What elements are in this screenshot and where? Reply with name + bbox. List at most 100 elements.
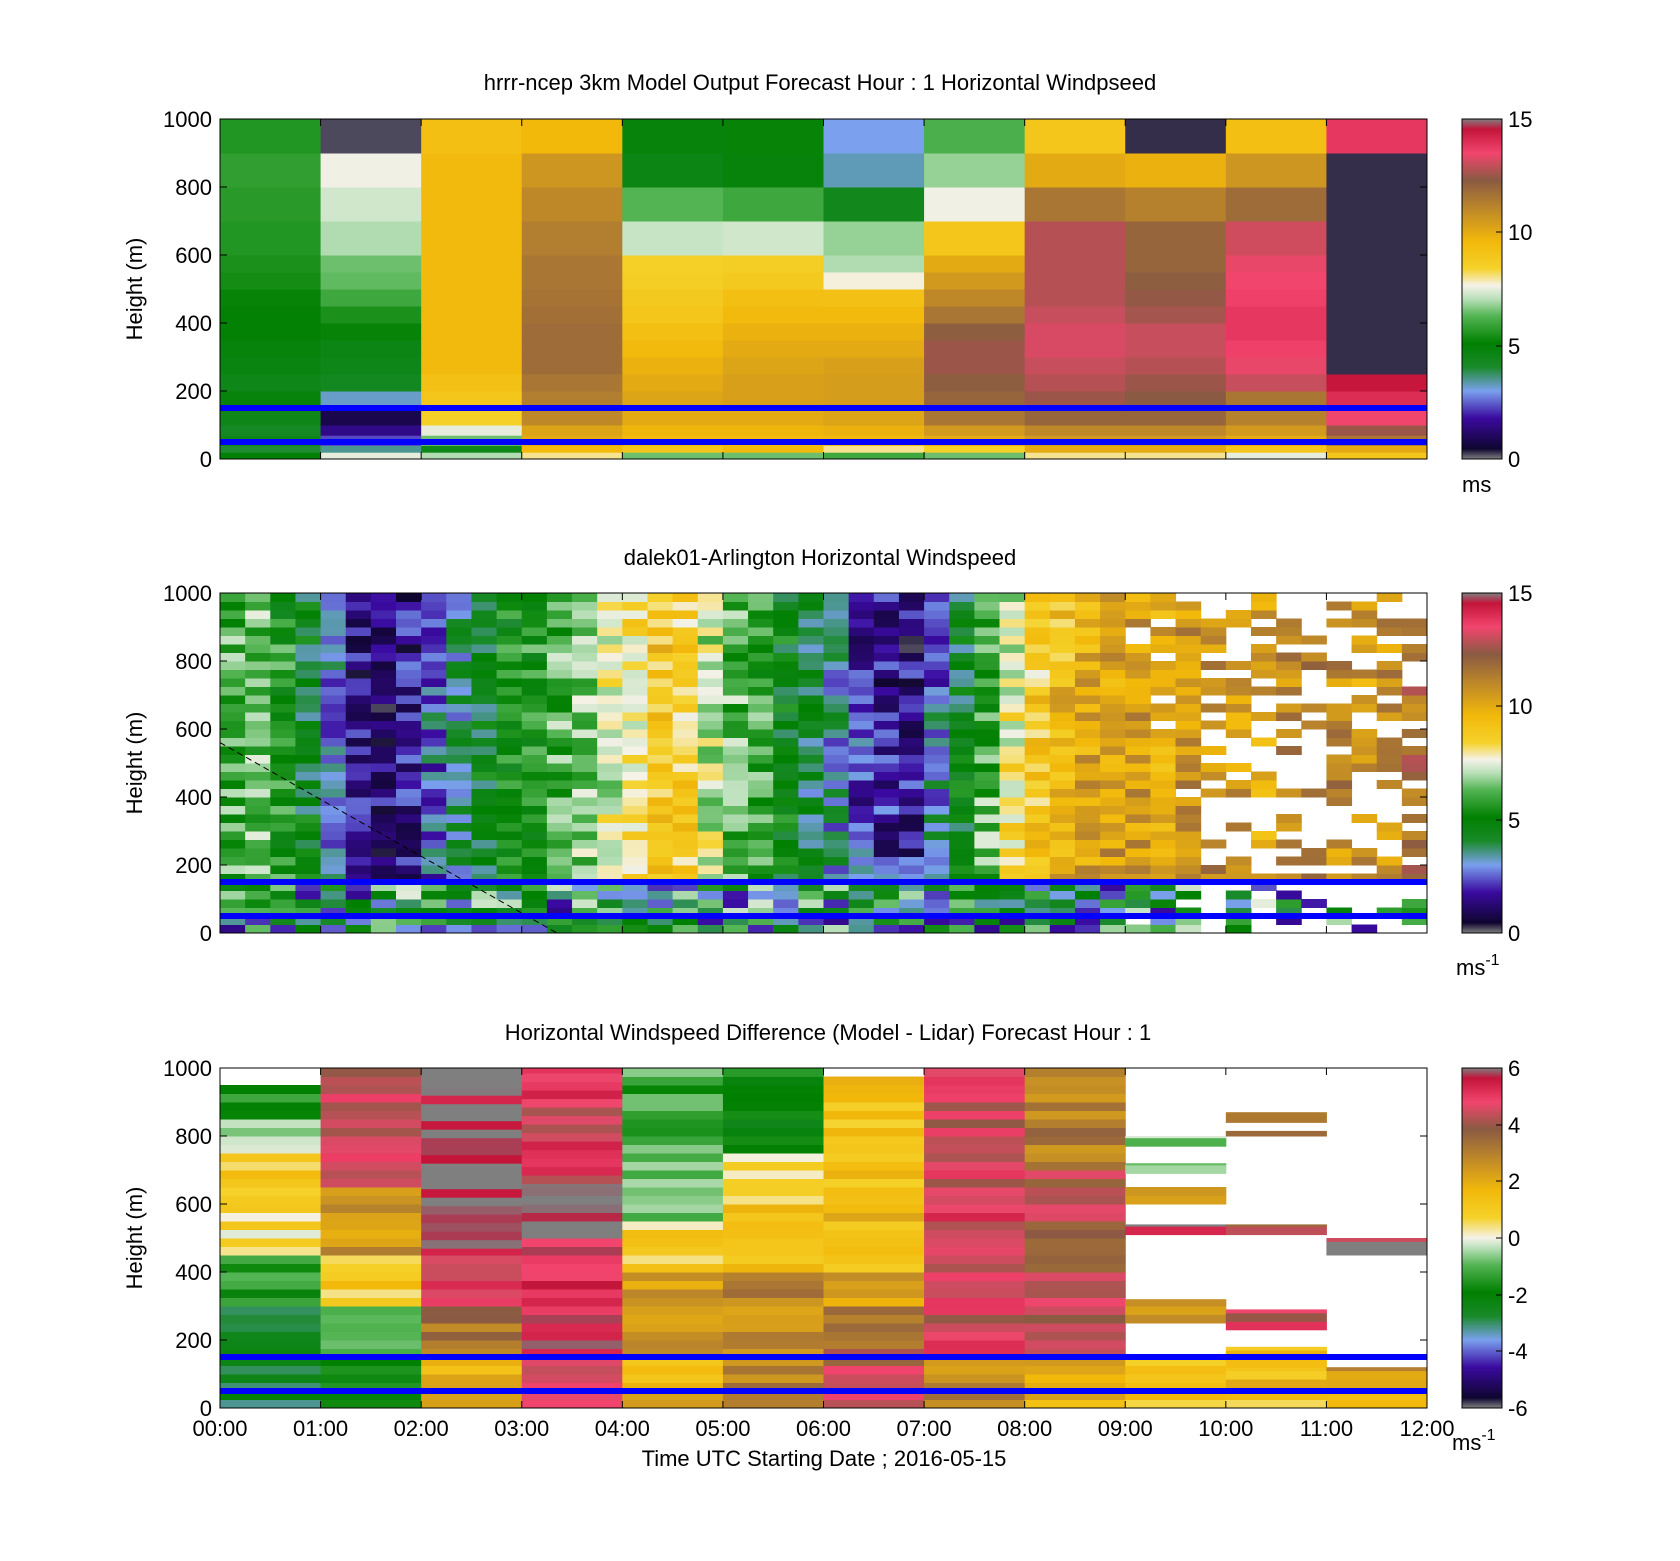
heatmap-cell [1301,899,1327,908]
heatmap-cell [949,873,975,883]
heatmap-cell [345,661,372,670]
heatmap-cell [1100,788,1126,798]
heatmap-cell [672,644,699,653]
heatmap-cell [999,661,1026,670]
heatmap-cell [1401,652,1428,662]
heatmap-cell [320,644,347,653]
heatmap-cell [220,890,246,900]
heatmap-cell [1074,644,1101,653]
heatmap-cell [873,797,900,806]
heatmap-cell [521,153,623,188]
heatmap-cell [622,814,648,823]
heatmap-cell [873,805,900,815]
heatmap-cell [999,805,1026,815]
heatmap-cell [471,865,498,874]
heatmap-cell [245,907,271,917]
heatmap-cell [798,703,824,713]
heatmap-cell [345,771,372,781]
heatmap-cell [622,1399,724,1409]
heatmap-cell [521,618,548,628]
heatmap-cell [1175,712,1202,721]
heatmap-cell [345,737,372,747]
heatmap-cell [220,1110,322,1120]
heatmap-cell [823,839,850,849]
heatmap-cell [1326,1399,1428,1409]
heatmap-cell [974,822,1001,832]
heatmap-cell [345,797,372,806]
heatmap-cell [798,601,824,611]
heatmap-cell [1200,720,1227,730]
heatmap-cell [1125,357,1227,375]
heatmap-cell [647,873,674,883]
heatmap-cell [421,652,447,662]
heatmap-cell [722,1331,824,1341]
heatmap-cell [672,686,699,696]
heatmap-cell [798,754,824,764]
heatmap-cell [245,703,271,713]
heatmap-cell [748,644,774,653]
colorbar-tick-label-2: 2 [1508,1169,1520,1194]
heatmap-cell [521,712,548,721]
heatmap-cell [898,678,925,687]
heatmap-cell [798,780,824,789]
heatmap-cell [1024,797,1051,806]
heatmap-cell [521,1175,623,1185]
heatmap-cell [295,601,322,611]
heatmap-cell [396,635,422,645]
heatmap-cell [396,618,422,628]
heatmap-cell [1125,797,1151,806]
y-tick-label-1000: 1000 [163,1056,212,1081]
heatmap-cell [320,593,347,602]
heatmap-cell [220,652,246,662]
heatmap-cell [1150,873,1177,883]
heatmap-cell [220,618,246,628]
heatmap-cell [898,669,925,679]
heatmap-cell [672,627,699,636]
heatmap-cell [546,848,573,857]
heatmap-cell [1125,452,1227,460]
heatmap-cell [898,610,925,619]
heatmap-cell [1024,1255,1126,1264]
heatmap-cell [823,1246,925,1256]
heatmap-cell [270,720,296,730]
heatmap-cell [370,822,397,832]
heatmap-cell [924,408,1026,426]
heatmap-cell [471,627,498,636]
heatmap-cell [873,669,900,679]
heatmap-cell [421,1154,523,1164]
heatmap-cell [1125,1374,1227,1383]
heatmap-cell [320,1357,422,1366]
heatmap-cell [622,712,648,721]
heatmap-cell [1049,882,1076,891]
heatmap-cell [873,882,900,891]
heatmap-cell [370,916,397,925]
heatmap-cell [1074,899,1101,908]
heatmap-cell [1125,1224,1227,1227]
heatmap-cell [823,306,925,324]
heatmap-cell [320,1272,422,1281]
heatmap-cell [773,661,799,670]
heatmap-cell [270,593,296,602]
heatmap-cell [597,729,623,738]
heatmap-cell [220,737,246,747]
heatmap-cell [546,678,573,687]
heatmap-cell [546,703,573,713]
panel-model-reference-lines [220,405,1427,445]
heatmap-cell [672,593,699,602]
heatmap-cell [446,848,472,857]
heatmap-cell [1150,856,1177,866]
heatmap-cell [898,712,925,721]
heatmap-cell [798,652,824,662]
heatmap-cell [672,780,699,789]
heatmap-cell [1100,814,1126,823]
heatmap-cell [245,839,271,849]
heatmap-cell [521,873,548,883]
heatmap-cell [396,831,422,840]
heatmap-cell [597,737,623,747]
heatmap-cell [220,831,246,840]
heatmap-cell [672,678,699,687]
heatmap-cell [1301,720,1327,730]
heatmap-cell [1175,805,1202,815]
heatmap-cell [496,678,523,687]
heatmap-cell [924,916,950,925]
